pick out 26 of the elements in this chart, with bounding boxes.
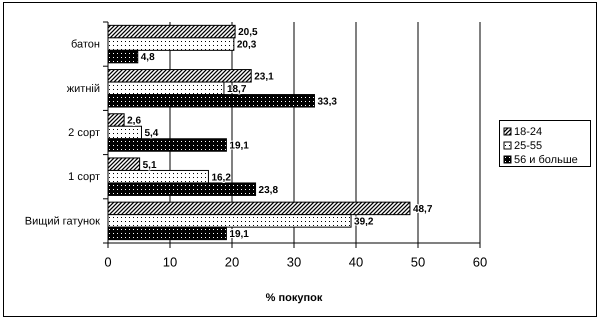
data-label: 23,1 (254, 71, 274, 82)
data-label: 4,8 (140, 52, 156, 64)
legend-label: 18-24 (514, 126, 542, 138)
y-tick-label: батон (70, 38, 100, 51)
y-tick-label: 2 сорт (68, 127, 100, 140)
data-label: 5,1 (142, 160, 157, 171)
data-label: 20,3 (236, 40, 257, 51)
x-tick-label: 40 (348, 254, 364, 270)
data-label: 23,8 (258, 184, 278, 196)
data-label: 20,5 (238, 27, 258, 38)
x-tick-label: 50 (410, 254, 426, 270)
x-tick-label: 20 (224, 254, 240, 270)
data-label: 33,3 (317, 96, 338, 108)
x-tick-label: 0 (104, 254, 112, 270)
y-tick-label: 1 сорт (68, 171, 100, 184)
legend-label: 56 и больше (514, 154, 578, 166)
data-label: 2,6 (127, 116, 142, 127)
x-tick-label: 10 (162, 254, 178, 270)
data-label: 5,4 (144, 128, 159, 140)
x-tick-label: 30 (286, 254, 302, 270)
data-label: 16,2 (211, 172, 232, 184)
x-axis-title: % покупок (266, 292, 323, 304)
x-tick-label: 60 (472, 254, 488, 270)
y-tick-label: житній (66, 82, 100, 95)
y-tick-label: Вищий гатунок (24, 215, 100, 228)
legend-label: 25-55 (514, 140, 542, 152)
